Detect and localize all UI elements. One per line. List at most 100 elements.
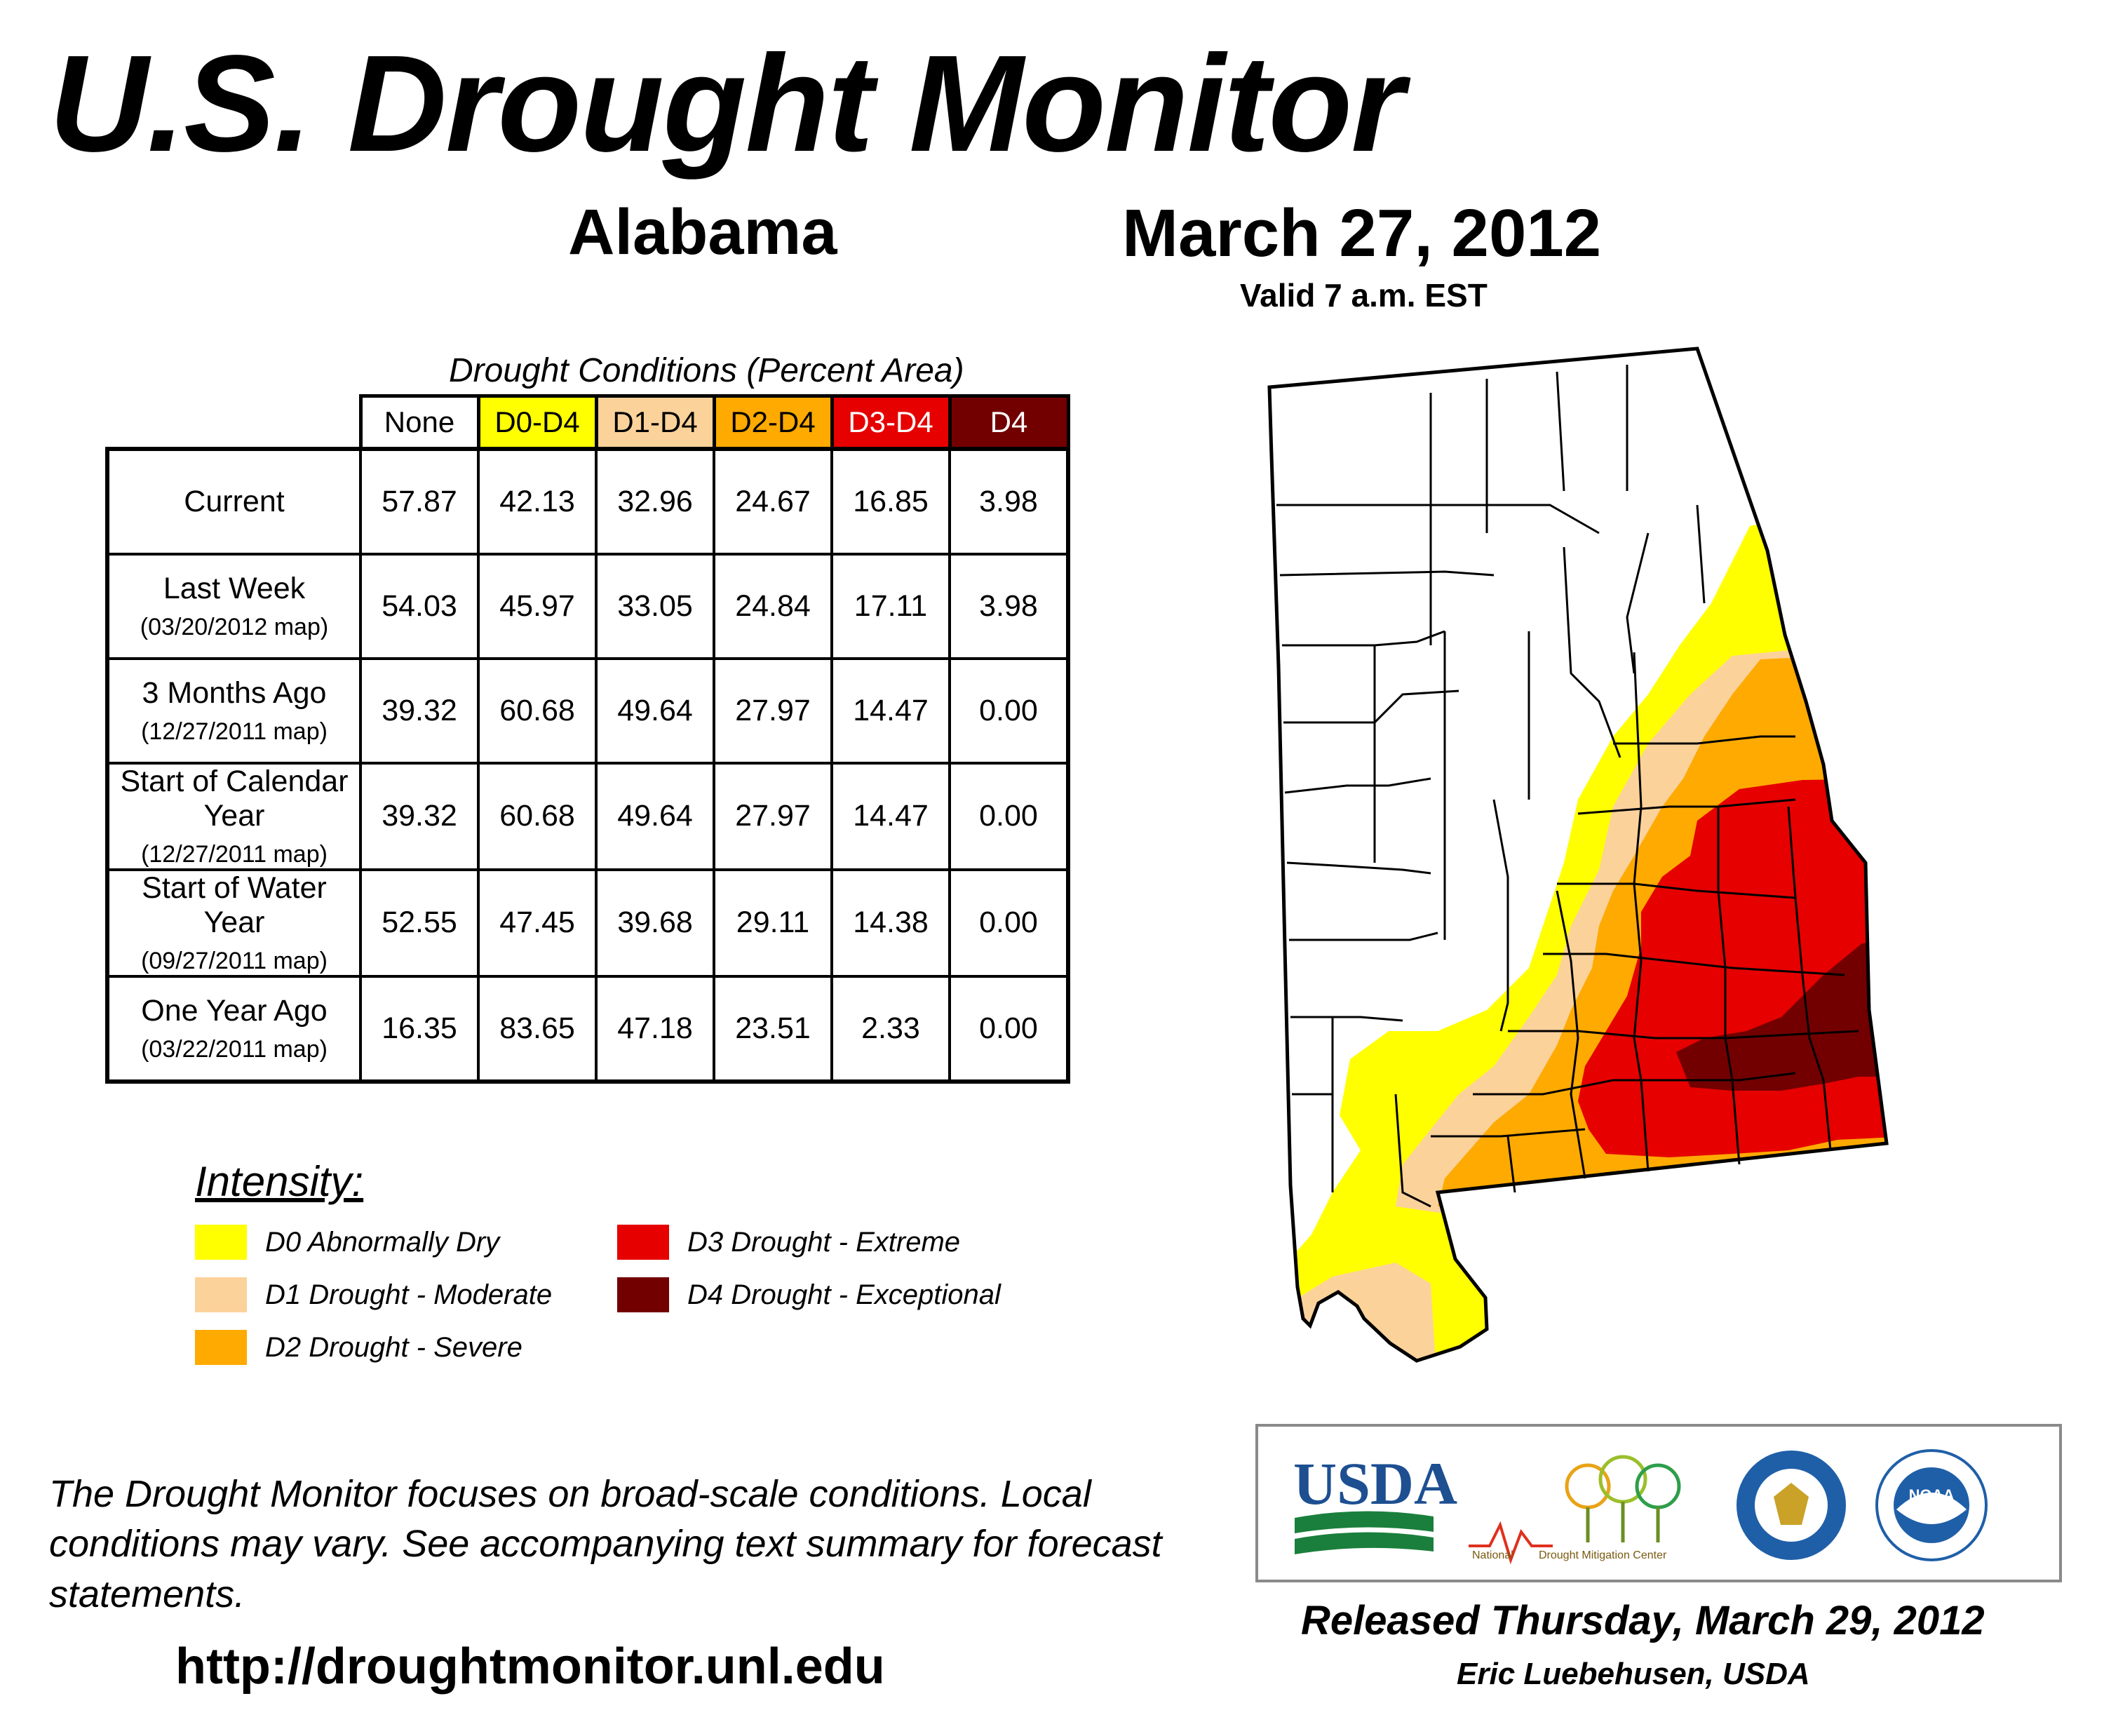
legend-item-d4: D4 Drought - Exceptional xyxy=(617,1277,1001,1313)
column-header-d3-d4: D3-D4 xyxy=(830,394,952,451)
table-cell: 29.11 xyxy=(713,868,833,978)
state-border xyxy=(1267,346,1889,1363)
map-date: March 27, 2012 xyxy=(1122,196,1602,271)
ndmc-pulse-line xyxy=(1469,1521,1553,1565)
usda-field-stripe-1 xyxy=(1295,1511,1434,1533)
row-label: Last Week (03/20/2012 map) xyxy=(105,553,362,660)
table-cell: 14.38 xyxy=(830,868,951,978)
table-header-row: None D0-D4 D1-D4 D2-D4 D3-D4 D4 xyxy=(107,394,1070,451)
table-cell: 83.65 xyxy=(477,974,598,1084)
row-label-text: Last Week xyxy=(163,572,306,606)
author-credit: Eric Luebehusen, USDA xyxy=(1457,1657,1810,1691)
release-date: Released Thursday, March 29, 2012 xyxy=(1301,1598,1985,1643)
usda-field-stripe-2 xyxy=(1295,1532,1434,1554)
table-cell: 0.00 xyxy=(948,868,1070,978)
table-cell: 0.00 xyxy=(948,974,1070,1084)
row-label-date: (12/27/2011 map) xyxy=(141,840,328,868)
table-row: Last Week (03/20/2012 map) 54.03 45.97 33.05… xyxy=(105,553,1070,660)
legend-item-d3: D3 Drought - Extreme xyxy=(617,1224,960,1260)
partner-logos-box: USDA National Drought Mitigation Center … xyxy=(1255,1424,2062,1582)
ndmc-logo: National Drought Mitigation Center xyxy=(1469,1455,1681,1565)
table-cell: 16.35 xyxy=(359,974,480,1084)
table-cell: 27.97 xyxy=(713,762,833,871)
table-cell: 39.32 xyxy=(359,657,480,765)
row-label-text: Start of Calendar Year xyxy=(120,765,349,833)
partner-logos: USDA National Drought Mitigation Center … xyxy=(1293,1449,1988,1565)
legend-label-d2: D2 Drought - Severe xyxy=(265,1331,522,1363)
table-cell: 54.03 xyxy=(359,553,480,660)
valid-time: Valid 7 a.m. EST xyxy=(1240,277,1488,314)
table-row: Current 57.87 42.13 32.96 24.67 16.85 3.98 xyxy=(105,447,1070,556)
table-cell: 45.97 xyxy=(477,553,598,660)
table-cell: 24.67 xyxy=(713,447,833,556)
table-cell: 17.11 xyxy=(830,553,951,660)
row-label-text: Start of Water Year xyxy=(142,870,327,940)
table-cell: 47.18 xyxy=(595,974,715,1084)
noaa-logo: NOAA xyxy=(1875,1449,1988,1561)
usda-wordmark: USDA xyxy=(1293,1450,1457,1517)
table-row: 3 Months Ago (12/27/2011 map) 39.32 60.68 49… xyxy=(105,657,1070,765)
legend-swatch-d4 xyxy=(617,1277,669,1312)
disclaimer-text: The Drought Monitor focuses on broad-sca… xyxy=(49,1473,1162,1615)
table-cell: 2.33 xyxy=(830,974,951,1084)
zone-d4 xyxy=(1676,940,1887,1091)
column-header-d1-d4: D1-D4 xyxy=(594,394,716,451)
table-cell: 24.84 xyxy=(713,553,833,660)
table-cell: 14.47 xyxy=(830,657,951,765)
legend-swatch-d1 xyxy=(195,1277,247,1312)
table-cell: 33.05 xyxy=(595,553,715,660)
row-label: Start of Water Year (09/27/2011 map) xyxy=(105,868,362,978)
state-name: Alabama xyxy=(568,196,837,268)
legend-item-d1: D1 Drought - Moderate xyxy=(195,1277,552,1313)
usda-logo: USDA xyxy=(1293,1450,1457,1554)
column-header-d2-d4: D2-D4 xyxy=(712,394,834,451)
legend-swatch-d0 xyxy=(195,1225,247,1260)
legend-label-d0: D0 Abnormally Dry xyxy=(265,1226,500,1258)
table-cell: 3.98 xyxy=(948,447,1070,556)
table-cell: 39.68 xyxy=(595,868,715,978)
row-label: Start of Calendar Year (12/27/2011 map) xyxy=(105,762,362,871)
noaa-bird-icon xyxy=(1896,1493,1967,1524)
table-cell: 49.64 xyxy=(595,762,715,871)
table-cell: 0.00 xyxy=(948,762,1070,871)
drought-conditions-table: None D0-D4 D1-D4 D2-D4 D3-D4 D4 Current 5… xyxy=(105,394,1070,1084)
table-cell: 3.98 xyxy=(948,553,1070,660)
table-cell: 32.96 xyxy=(595,447,715,556)
table-cell: 42.13 xyxy=(477,447,598,556)
table-cell: 60.68 xyxy=(477,657,598,765)
column-header-d0-d4: D0-D4 xyxy=(476,394,598,451)
row-label-date: (12/27/2011 map) xyxy=(141,718,328,745)
ndmc-label-national: National xyxy=(1472,1549,1513,1561)
drought-zones xyxy=(1269,349,1887,1361)
table-row: Start of Water Year (09/27/2011 map) 52.55… xyxy=(105,868,1070,978)
row-label-text: 3 Months Ago xyxy=(142,676,327,711)
legend-title: Intensity: xyxy=(195,1158,364,1205)
table-row: One Year Ago (03/22/2011 map) 16.35 83.65 47… xyxy=(105,974,1070,1084)
column-header-none: None xyxy=(358,394,480,451)
table-cell: 0.00 xyxy=(948,657,1070,765)
row-label-text: One Year Ago xyxy=(141,994,328,1028)
row-label: Current xyxy=(105,447,362,556)
table-row: Start of Calendar Year (12/27/2011 map) 39… xyxy=(105,762,1070,871)
website-link[interactable]: http://droughtmonitor.unl.edu xyxy=(175,1639,885,1695)
legend-item-d2: D2 Drought - Severe xyxy=(195,1329,522,1366)
county-lines xyxy=(1276,365,1859,1208)
table-cell: 60.68 xyxy=(477,762,598,871)
alabama-drought-map xyxy=(1267,346,1889,1363)
table-cell: 47.45 xyxy=(477,868,598,978)
row-label-date: (03/22/2011 map) xyxy=(141,1035,328,1063)
table-corner xyxy=(107,396,360,451)
ndmc-tree-trunks xyxy=(1586,1502,1660,1542)
table-cell: 52.55 xyxy=(359,868,480,978)
legend-label-d1: D1 Drought - Moderate xyxy=(265,1279,553,1310)
legend-swatch-d2 xyxy=(195,1330,247,1365)
row-label-date: (09/27/2011 map) xyxy=(141,947,328,974)
ndmc-label-center: Drought Mitigation Center xyxy=(1539,1549,1667,1561)
legend-item-d0: D0 Abnormally Dry xyxy=(195,1224,499,1260)
row-label: 3 Months Ago (12/27/2011 map) xyxy=(105,657,362,765)
row-label-text: Current xyxy=(184,484,285,518)
commerce-seal xyxy=(1737,1451,1846,1560)
table-cell: 23.51 xyxy=(713,974,833,1084)
table-cell: 49.64 xyxy=(595,657,715,765)
table-cell: 14.47 xyxy=(830,762,951,871)
